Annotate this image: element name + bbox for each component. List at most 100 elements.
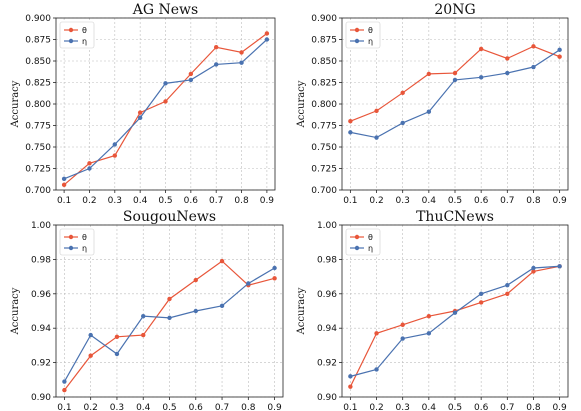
data-point: [426, 109, 432, 114]
y-tick-label: 0.90: [31, 393, 51, 403]
data-point: [557, 264, 562, 269]
data-point: [213, 45, 219, 50]
data-point: [61, 182, 67, 188]
data-point: [219, 303, 225, 309]
data-point: [88, 353, 93, 358]
legend-label: η: [82, 37, 87, 46]
y-tick-label: 0.750: [25, 143, 51, 153]
data-point: [112, 153, 118, 158]
legend-marker-0: [68, 27, 74, 33]
data-point: [505, 283, 510, 288]
chart-title: AG News: [132, 2, 198, 18]
data-point: [167, 315, 172, 321]
y-tick-label: 0.98: [31, 255, 51, 265]
x-tick-label: 0.6: [474, 196, 489, 206]
data-point: [505, 56, 510, 61]
x-tick-label: 0.5: [448, 196, 462, 206]
data-point: [114, 334, 120, 339]
data-point: [400, 322, 405, 327]
y-tick-label: 0.875: [311, 36, 337, 46]
data-point: [61, 176, 67, 182]
y-tick-label: 0.775: [311, 122, 337, 132]
data-point: [264, 37, 270, 42]
x-tick-label: 0.3: [110, 403, 124, 411]
y-tick-label: 0.96: [317, 290, 337, 300]
data-point: [193, 308, 198, 314]
x-tick-label: 0.7: [500, 196, 514, 206]
y-tick-label: 0.92: [317, 359, 337, 369]
data-point: [426, 313, 432, 319]
data-point: [374, 331, 379, 336]
y-tick-label: 0.825: [311, 79, 337, 89]
y-axis-label: Accuracy: [10, 80, 21, 128]
y-axis-label: Accuracy: [296, 80, 307, 128]
x-tick-label: 0.5: [158, 196, 172, 206]
x-tick-label: 0.3: [108, 196, 122, 206]
legend-marker-0: [354, 27, 360, 33]
data-point: [478, 75, 484, 80]
legend-label: θ: [368, 233, 373, 242]
data-point: [62, 379, 67, 384]
data-point: [478, 46, 484, 52]
chart-title: SougouNews: [123, 209, 216, 225]
data-point: [239, 60, 244, 65]
data-point: [531, 265, 536, 271]
x-tick-label: 0.9: [260, 196, 275, 206]
data-point: [87, 161, 92, 166]
y-tick-label: 0.92: [31, 359, 51, 369]
x-tick-label: 0.2: [84, 403, 98, 411]
legend-label: η: [368, 244, 373, 253]
data-point: [426, 71, 432, 77]
chart-title: ThuCNews: [416, 209, 494, 225]
y-tick-label: 0.98: [317, 255, 337, 265]
data-point: [264, 31, 270, 36]
y-tick-label: 0.800: [25, 100, 51, 110]
x-tick-label: 0.2: [82, 196, 96, 206]
y-tick-label: 1.00: [31, 221, 51, 231]
legend-marker-0: [68, 234, 74, 240]
data-point: [112, 142, 118, 147]
y-tick-label: 0.875: [25, 36, 51, 46]
x-tick-label: 0.4: [133, 196, 148, 206]
data-point: [374, 108, 379, 114]
y-tick-label: 0.725: [311, 165, 337, 175]
data-point: [88, 332, 93, 338]
data-point: [213, 62, 219, 67]
data-point: [272, 265, 277, 271]
y-tick-label: 0.800: [311, 100, 337, 110]
data-point: [348, 374, 353, 379]
data-point: [137, 110, 143, 115]
plot-frame: [341, 224, 569, 398]
legend-box: [345, 228, 381, 256]
x-tick-label: 0.4: [422, 196, 437, 206]
legend-label: θ: [368, 26, 373, 35]
x-tick-label: 0.8: [234, 196, 249, 206]
y-tick-label: 0.825: [25, 79, 51, 89]
data-point: [531, 64, 536, 70]
x-tick-label: 0.3: [396, 403, 410, 411]
data-point: [452, 77, 458, 83]
x-tick-label: 0.1: [57, 196, 71, 206]
x-tick-label: 0.7: [209, 196, 223, 206]
plot-frame: [341, 17, 569, 191]
data-point: [374, 135, 379, 140]
legend-label: θ: [82, 26, 87, 35]
y-tick-label: 0.94: [31, 324, 51, 334]
y-tick-label: 0.850: [25, 57, 51, 67]
legend-marker-0: [354, 234, 360, 240]
x-tick-label: 0.9: [267, 403, 282, 411]
y-tick-label: 0.94: [317, 324, 337, 334]
data-point: [400, 90, 405, 96]
data-point: [348, 119, 353, 124]
data-point: [188, 71, 194, 77]
data-point: [400, 120, 405, 126]
x-tick-label: 0.8: [241, 403, 256, 411]
legend-label: η: [82, 244, 87, 253]
y-tick-label: 0.850: [311, 57, 337, 67]
data-point: [163, 99, 168, 104]
x-tick-label: 0.5: [162, 403, 176, 411]
data-point: [505, 291, 510, 296]
chart-panel-3: 0.90 0.92 0.94 0.96 0.98 1.00 0.1 0.2 0.3 0.4 0.5 0…: [296, 209, 569, 411]
data-point: [531, 44, 536, 49]
series-line-1: [63, 39, 268, 180]
